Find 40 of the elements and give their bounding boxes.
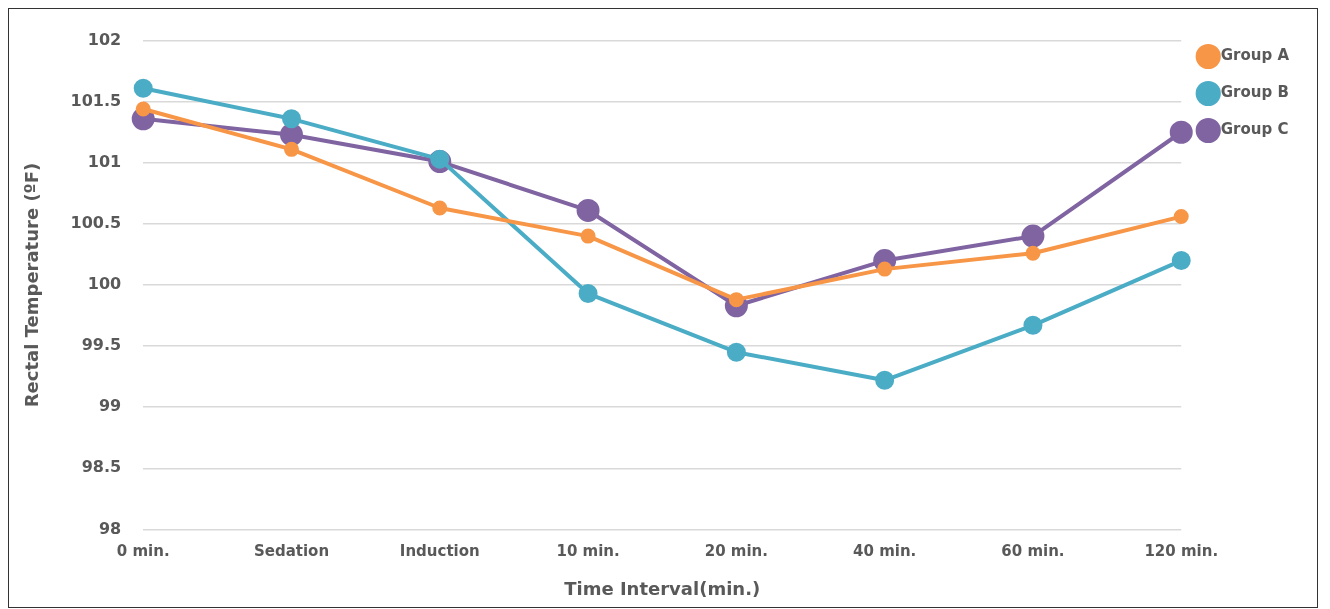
- x-tick-label: 40 min.: [853, 542, 917, 561]
- y-tick-label: 99.5: [81, 335, 122, 355]
- x-tick-label: 10 min.: [556, 542, 620, 561]
- x-axis-title: Time Interval(min.): [564, 577, 761, 599]
- point: [877, 261, 893, 277]
- x-tick-label: 0 min.: [116, 542, 170, 561]
- y-tick-label: 102: [87, 29, 122, 49]
- x-tick-label: 60 min.: [1001, 542, 1065, 561]
- y-tick-label: 98: [98, 518, 122, 538]
- point: [1171, 251, 1191, 271]
- y-tick-label: 100: [87, 274, 122, 294]
- point: [1169, 120, 1193, 144]
- point: [1021, 224, 1045, 248]
- y-tick-label: 101.5: [70, 90, 122, 110]
- point: [430, 149, 450, 169]
- point: [1023, 315, 1043, 335]
- point: [284, 141, 299, 157]
- y-tick-label: 98.5: [81, 457, 122, 477]
- point: [726, 342, 746, 362]
- y-tick-label: 99: [98, 396, 122, 416]
- point: [578, 284, 598, 304]
- point: [875, 370, 895, 390]
- point: [432, 200, 448, 216]
- x-tick-label: 120 min.: [1144, 542, 1219, 561]
- point: [576, 198, 600, 222]
- y-axis-title: Rectal Temperature (ºF): [21, 162, 43, 408]
- point: [282, 109, 301, 129]
- point: [135, 101, 151, 117]
- x-tick-label: Induction: [399, 542, 480, 561]
- point: [1173, 209, 1189, 225]
- y-tick-label: 100.5: [70, 213, 122, 233]
- legend-label: Group B: [1220, 83, 1289, 102]
- legend-label: Group A: [1220, 46, 1290, 65]
- y-tick-label: 101: [87, 151, 122, 171]
- point: [1025, 245, 1041, 261]
- legend-label: Group C: [1220, 120, 1289, 139]
- point: [580, 228, 596, 244]
- point: [133, 78, 153, 98]
- x-tick-label: 20 min.: [704, 542, 768, 561]
- x-tick-label: Sedation: [253, 542, 330, 561]
